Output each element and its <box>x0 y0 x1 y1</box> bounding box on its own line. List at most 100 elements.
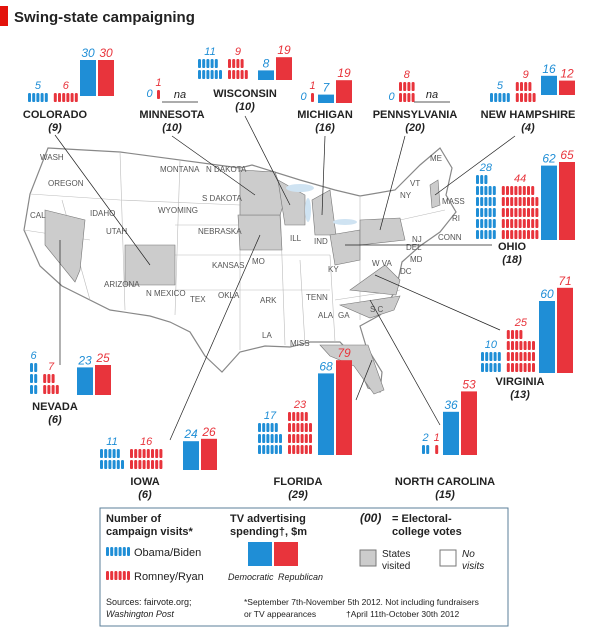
leader-line <box>374 274 501 331</box>
map-label: MO <box>252 257 265 266</box>
visit-icon <box>532 341 535 350</box>
visit-icon <box>279 445 282 454</box>
visit-icon <box>435 445 439 454</box>
legend-icon <box>122 547 126 556</box>
visit-icon <box>506 230 509 239</box>
legend-icon <box>106 547 109 556</box>
visit-icon <box>300 423 304 432</box>
map-label: ARK <box>260 296 277 305</box>
map-label: OREGON <box>48 179 84 188</box>
tv-bar <box>318 94 334 103</box>
visit-icon <box>488 186 492 195</box>
tv-value: 23 <box>77 353 92 367</box>
legend-republican: Republican <box>278 572 323 582</box>
visit-group <box>157 90 160 99</box>
tv-value: 7 <box>323 81 331 95</box>
visit-icon <box>304 423 308 432</box>
visit-icon <box>519 352 523 361</box>
visit-icon <box>476 230 479 239</box>
visit-icon <box>121 460 124 469</box>
visit-icon <box>523 352 527 361</box>
visit-icon <box>506 197 509 206</box>
visit-icon <box>481 363 484 372</box>
visit-icon <box>510 186 514 195</box>
electoral-votes: (10) <box>235 101 255 113</box>
legend-tv-title: spending†, $m <box>230 526 307 538</box>
map-label: OKLA <box>218 291 240 300</box>
map-label: NJ <box>412 235 422 244</box>
leader-line <box>169 234 261 441</box>
visit-icon <box>309 434 312 443</box>
visit-icon <box>138 460 142 469</box>
visit-icon <box>116 460 120 469</box>
visit-icon <box>480 230 484 239</box>
visit-icon <box>262 445 266 454</box>
state-name: NORTH CAROLINA <box>395 476 495 488</box>
visit-icon <box>108 449 112 458</box>
visit-count: 0 <box>388 91 395 103</box>
visit-icon <box>532 363 535 372</box>
state-name: PENNSYLVANIA <box>373 109 458 121</box>
map-label: MONTANA <box>160 165 200 174</box>
electoral-votes: (10) <box>162 122 182 134</box>
visit-icon <box>279 434 282 443</box>
map-label: NEBRASKA <box>198 227 242 236</box>
visit-icon <box>518 197 522 206</box>
visit-group <box>399 82 415 102</box>
visit-icon <box>151 449 154 458</box>
map-label: UTAH <box>106 227 127 236</box>
visit-icon <box>407 82 411 91</box>
visit-icon <box>292 445 296 454</box>
visit-icon <box>155 449 159 458</box>
visit-icon <box>476 197 479 206</box>
visit-icon <box>262 423 266 432</box>
tv-value: 62 <box>542 152 556 166</box>
visit-icon <box>214 59 218 68</box>
visit-icon <box>506 186 509 195</box>
visit-icon <box>493 363 497 372</box>
visit-group <box>100 449 124 469</box>
visit-icon <box>502 93 506 102</box>
visit-icon <box>494 93 498 102</box>
visit-icon <box>159 449 163 458</box>
tv-value: 19 <box>277 43 291 57</box>
visit-group <box>258 423 282 454</box>
tv-value: 53 <box>462 377 476 391</box>
visit-count: 25 <box>514 317 528 329</box>
tv-bar <box>541 165 557 240</box>
visit-icon <box>510 197 514 206</box>
visit-group <box>435 445 439 454</box>
visit-count: 10 <box>485 339 498 351</box>
visit-icon <box>515 352 519 361</box>
visit-icon <box>202 59 206 68</box>
state-name: IOWA <box>130 476 159 488</box>
visit-icon <box>236 59 240 68</box>
visit-icon <box>309 445 312 454</box>
visit-icon <box>219 70 222 79</box>
footnote: or TV appearances <box>244 609 316 619</box>
visit-icon <box>198 59 201 68</box>
visit-icon <box>411 82 415 91</box>
visit-icon <box>51 374 55 383</box>
visit-icon <box>104 449 108 458</box>
tv-value: 8 <box>263 56 270 70</box>
tv-na: na <box>426 89 438 101</box>
legend-icon <box>127 547 130 556</box>
visit-icon <box>511 363 514 372</box>
visit-icon <box>493 352 497 361</box>
title: Swing-state campaigning <box>14 9 195 26</box>
visit-icon <box>142 449 146 458</box>
visit-count: 9 <box>235 46 241 58</box>
visit-icon <box>528 93 532 102</box>
footnote: †April 11th-October 30th 2012 <box>346 609 460 619</box>
swing-states <box>44 169 441 395</box>
visit-icon <box>535 219 539 228</box>
map-label: TENN <box>306 293 328 302</box>
map-label: DC <box>400 267 412 276</box>
state-name: VIRGINIA <box>496 376 545 388</box>
visit-icon <box>422 445 425 454</box>
visit-group <box>481 352 501 372</box>
visit-icon <box>36 93 40 102</box>
visit-icon <box>511 352 514 361</box>
visit-icon <box>531 230 535 239</box>
